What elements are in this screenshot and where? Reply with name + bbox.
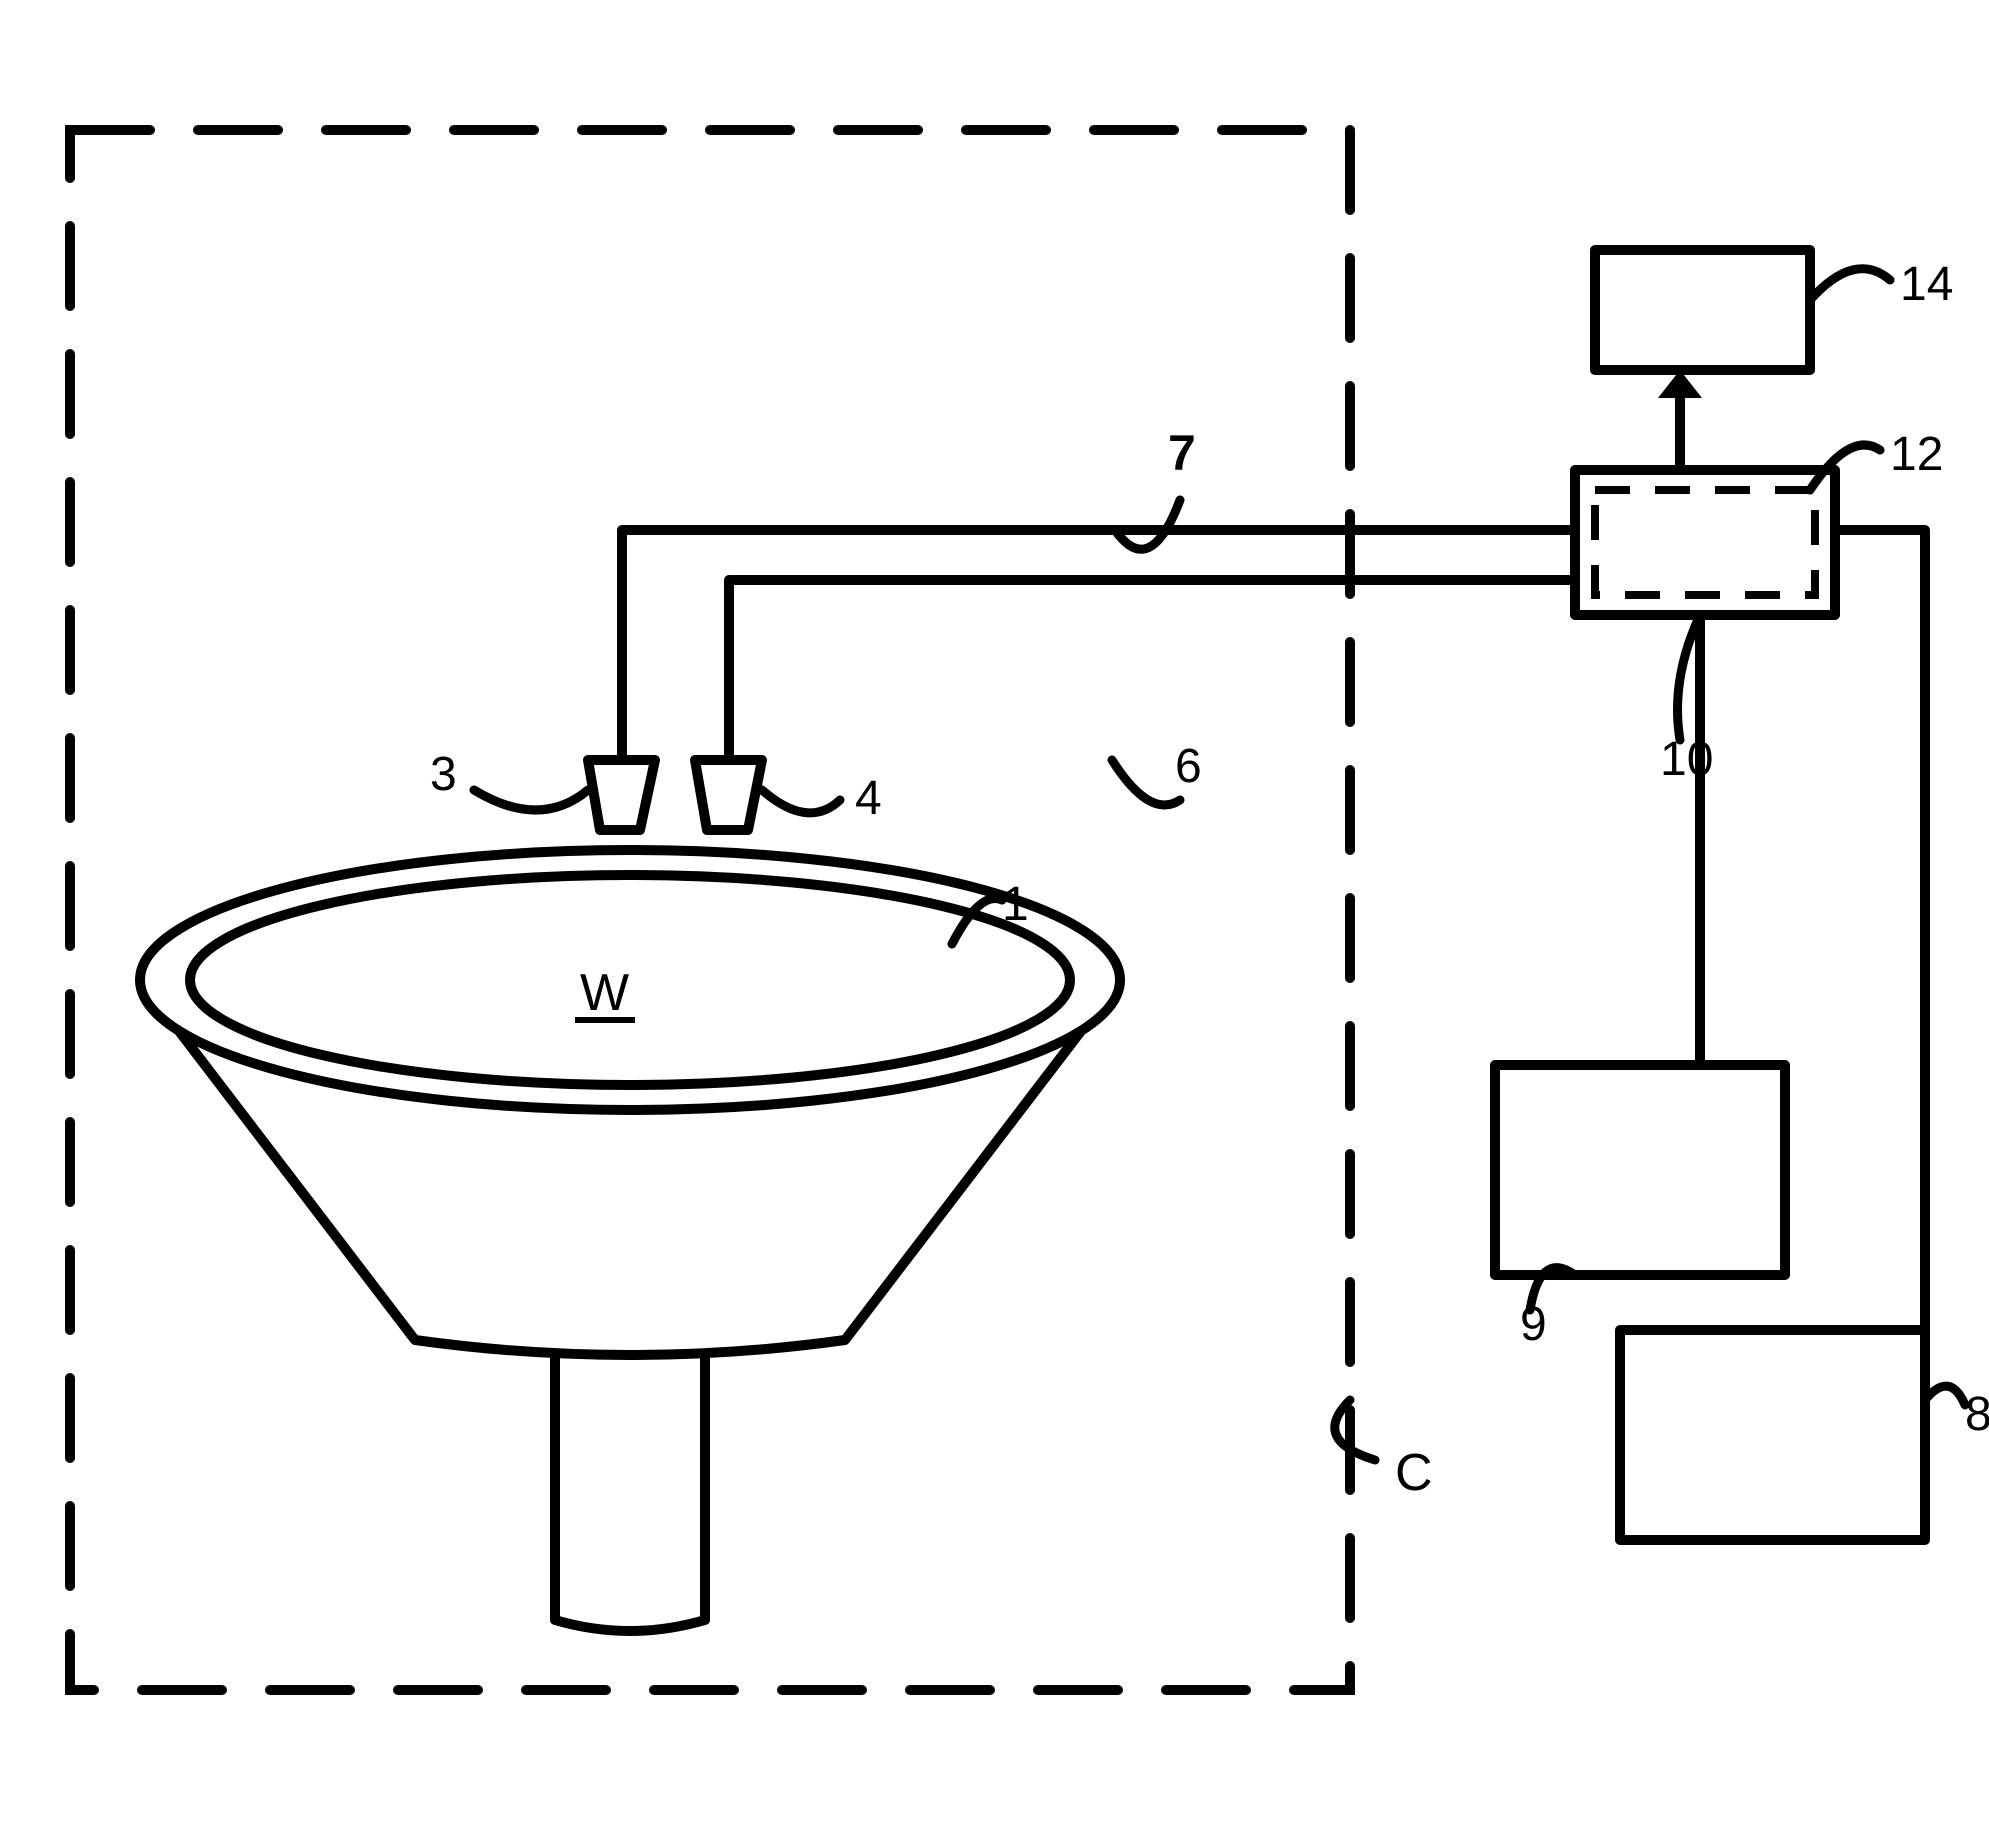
label-9: 9 xyxy=(1520,1298,1547,1351)
funnel-rim-outer xyxy=(140,850,1120,1110)
label-6: 6 xyxy=(1175,740,1202,793)
label-12: 12 xyxy=(1890,428,1943,481)
label-8: 8 xyxy=(1965,1388,1989,1441)
label-C: C xyxy=(1395,1444,1433,1502)
label-W: W xyxy=(580,964,629,1022)
label-10: 10 xyxy=(1660,733,1713,786)
nozzle-4 xyxy=(695,760,762,830)
label-7: 7 xyxy=(1168,425,1196,481)
label-1: 1 xyxy=(1002,878,1029,931)
label-3: 3 xyxy=(430,748,457,801)
nozzle-3 xyxy=(588,760,655,830)
label-4: 4 xyxy=(855,772,882,825)
label-14: 14 xyxy=(1900,258,1953,311)
